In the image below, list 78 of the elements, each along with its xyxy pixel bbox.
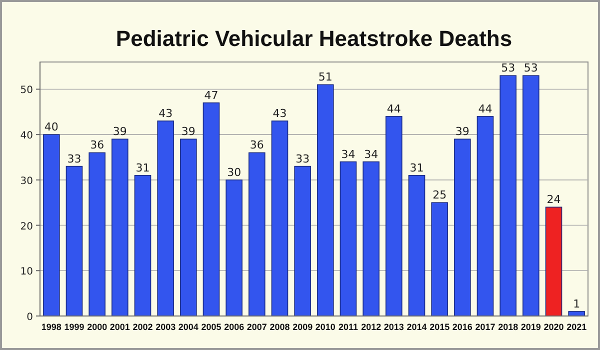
bar (43, 134, 60, 316)
bar (248, 152, 266, 316)
bar (500, 75, 516, 316)
data-label: 39 (112, 125, 127, 138)
x-tick-label: 2015 (430, 322, 450, 332)
bar (386, 116, 402, 316)
bar (134, 174, 152, 316)
bar (294, 166, 311, 316)
bar (202, 102, 220, 316)
data-label: 36 (90, 138, 104, 152)
x-tick-label: 2012 (361, 322, 382, 332)
data-label: 43 (272, 106, 287, 120)
data-label: 44 (386, 102, 401, 116)
y-tick-label: 50 (20, 85, 33, 96)
x-tick-label: 2011 (338, 322, 358, 332)
data-label: 24 (546, 193, 561, 206)
data-label: 33 (67, 152, 82, 166)
data-label: 25 (432, 188, 447, 202)
x-tick-label: 2021 (566, 322, 587, 332)
data-label: 39 (181, 125, 196, 138)
data-label: 34 (341, 148, 356, 161)
x-tick-label: 2008 (270, 322, 290, 332)
x-tick-label: 2016 (452, 322, 472, 332)
chart-title: Pediatric Vehicular Heatstroke Deaths (116, 26, 512, 51)
x-tick-label: 1998 (41, 322, 62, 332)
data-label: 47 (204, 88, 218, 102)
data-label: 39 (455, 125, 470, 138)
x-tick-label: 2007 (246, 322, 267, 332)
data-label: 34 (364, 148, 378, 161)
bar (66, 166, 83, 316)
data-label: 31 (410, 161, 424, 174)
data-label: 43 (158, 106, 173, 120)
x-tick-label: 2019 (520, 322, 541, 332)
x-tick-label: 2002 (132, 322, 153, 332)
y-tick-label: 0 (26, 312, 33, 323)
x-tick-label: 1999 (64, 322, 84, 332)
x-tick-label: 2005 (201, 322, 222, 332)
x-tick-label: 2010 (315, 322, 336, 332)
bar (112, 138, 128, 316)
bar (88, 152, 106, 316)
bar (340, 161, 357, 316)
x-tick-label: 2006 (224, 322, 244, 332)
bar (545, 206, 562, 316)
x-tick-label: 2020 (544, 322, 564, 332)
data-label: 53 (501, 62, 516, 75)
x-tick-label: 2001 (110, 322, 130, 332)
bar (180, 138, 197, 316)
y-tick-label: 10 (20, 266, 33, 278)
bar (431, 202, 448, 316)
data-label: 44 (478, 102, 492, 116)
data-label: 33 (296, 152, 310, 166)
y-tick-label: 40 (20, 130, 33, 142)
bar (522, 75, 540, 316)
data-label: 30 (227, 166, 242, 179)
bar (157, 120, 174, 316)
x-tick-label: 2018 (498, 322, 518, 332)
data-label: 36 (250, 138, 264, 152)
x-tick-label: 2003 (156, 322, 176, 332)
bar (271, 120, 288, 316)
data-label: 53 (524, 62, 538, 75)
bar (226, 180, 242, 316)
data-label: 1 (573, 297, 580, 310)
data-label: 51 (318, 70, 332, 84)
bar (476, 116, 494, 316)
bar (317, 84, 334, 316)
x-tick-label: 2004 (178, 322, 198, 332)
x-tick-label: 2009 (292, 322, 313, 332)
y-tick-label: 20 (20, 221, 33, 232)
x-tick-label: 2014 (406, 322, 427, 332)
bar (454, 138, 471, 316)
x-tick-label: 2000 (87, 322, 108, 332)
data-label: 31 (136, 161, 150, 174)
bar (362, 161, 380, 316)
x-tick-label: 2017 (475, 322, 496, 332)
bar (408, 174, 426, 316)
x-tick-label: 2013 (384, 322, 404, 332)
data-label: 40 (44, 120, 58, 134)
y-tick-label: 30 (20, 176, 33, 187)
